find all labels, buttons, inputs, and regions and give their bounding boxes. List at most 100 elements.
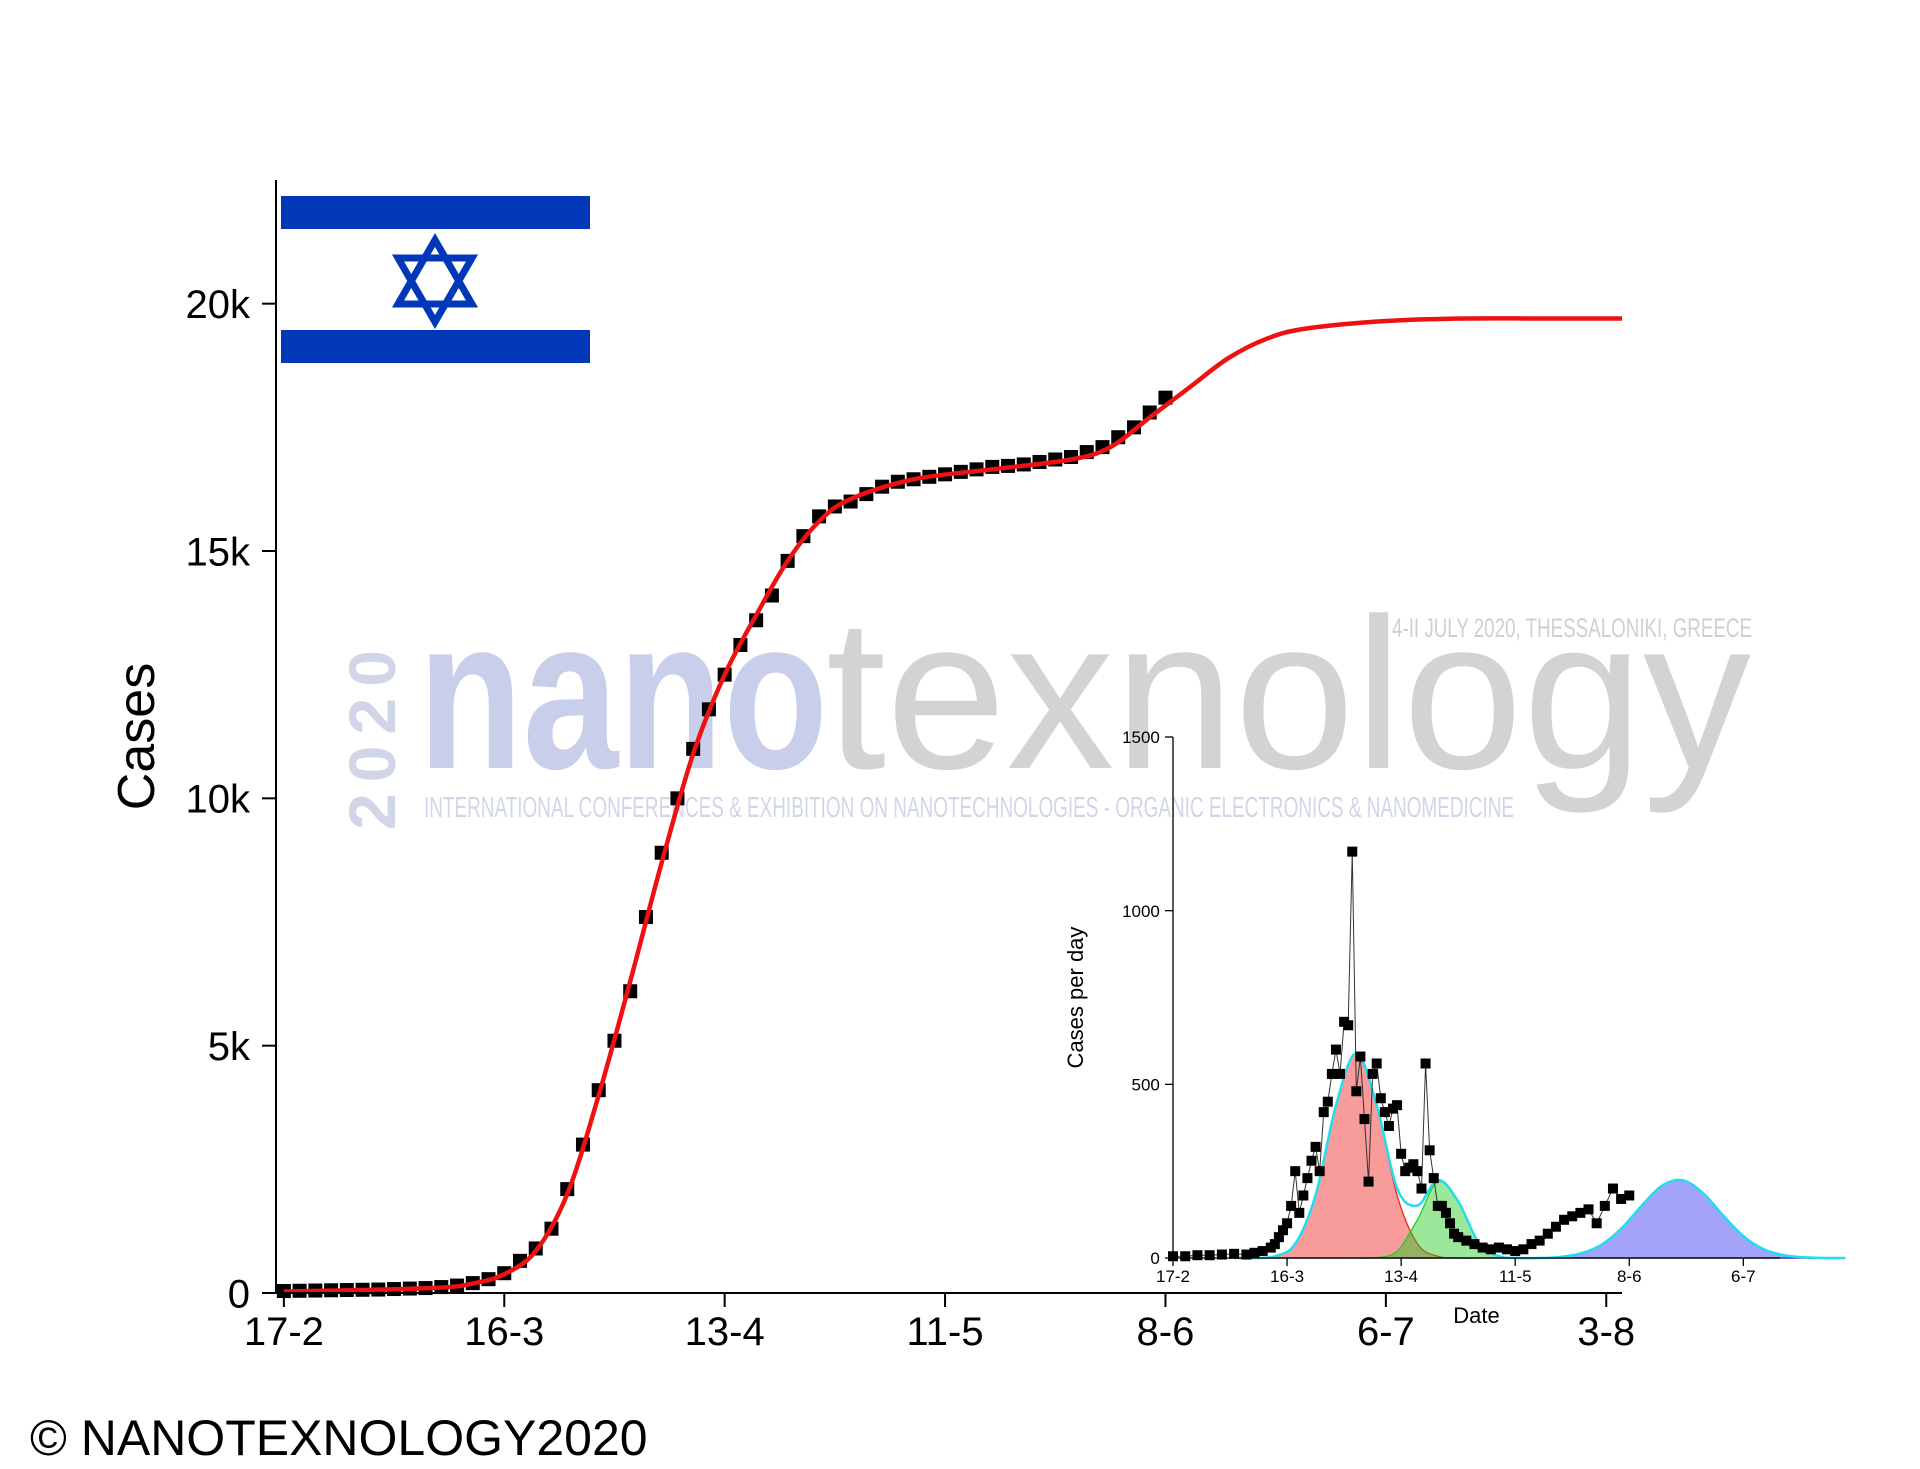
y-tick-label: 0 xyxy=(228,1272,250,1316)
data-point xyxy=(1367,1068,1378,1079)
copyright: © NANOTEXNOLOGY2020 xyxy=(30,1410,648,1466)
data-point xyxy=(1534,1235,1545,1246)
flag-stripe xyxy=(281,330,590,363)
data-point xyxy=(1318,1107,1329,1118)
data-point xyxy=(1412,1166,1423,1177)
data-point xyxy=(1416,1183,1427,1194)
data-point xyxy=(1322,1096,1333,1107)
data-point xyxy=(1306,1155,1317,1166)
x-tick-label: 3-8 xyxy=(1577,1310,1635,1354)
data-point xyxy=(1424,1145,1435,1156)
data-point xyxy=(1559,1214,1570,1225)
data-point xyxy=(1392,1100,1403,1111)
data-point xyxy=(1326,1068,1337,1079)
data-point xyxy=(1510,1246,1521,1257)
data-point xyxy=(1347,846,1358,857)
flag-stripe xyxy=(281,196,590,229)
data-point xyxy=(1286,1200,1297,1211)
y-axis-label: Cases xyxy=(108,663,166,810)
y-tick-label: 5k xyxy=(208,1025,251,1069)
data-point xyxy=(1269,1239,1280,1250)
data-point xyxy=(1428,1173,1439,1184)
data-point xyxy=(1624,1190,1635,1201)
data-point xyxy=(1298,1190,1309,1201)
watermark-dates: 4-II JULY 2020, THESSALONIKI, GREECE xyxy=(1392,613,1752,643)
data-point xyxy=(1335,1068,1346,1079)
data-point xyxy=(1290,1166,1301,1177)
data-point xyxy=(1351,1086,1362,1097)
data-point xyxy=(1180,1251,1191,1262)
data-point xyxy=(1485,1244,1496,1255)
data-point xyxy=(1192,1250,1203,1261)
data-point xyxy=(1310,1141,1321,1152)
data-point xyxy=(1294,1207,1305,1218)
data-point xyxy=(1453,1232,1464,1243)
data-point xyxy=(1445,1218,1456,1229)
data-point xyxy=(1502,1244,1513,1255)
y-axis-label: Cases per day xyxy=(1063,927,1088,1069)
x-tick-label: 16-3 xyxy=(1270,1267,1304,1286)
x-tick-label: 8-6 xyxy=(1137,1310,1195,1354)
data-point xyxy=(1383,1121,1394,1132)
data-point xyxy=(1314,1166,1325,1177)
data-point xyxy=(1575,1207,1586,1218)
watermark-brand: nano xyxy=(418,573,828,814)
data-point xyxy=(1204,1250,1215,1261)
main-chart: 17-2 16-3 13-4 11-5 8-6 6-7 3-8 0 5k 10k 15k 20k Cas… xyxy=(108,180,1635,1354)
data-point xyxy=(1363,1176,1374,1187)
data-point xyxy=(1330,1044,1341,1055)
data-point xyxy=(1591,1218,1602,1229)
data-point xyxy=(1440,1207,1451,1218)
data-point xyxy=(1302,1173,1313,1184)
flag xyxy=(281,196,590,363)
data-point xyxy=(1567,1211,1578,1222)
data-point xyxy=(1375,1093,1386,1104)
y-tick-label: 1000 xyxy=(1122,902,1160,921)
data-point xyxy=(1599,1200,1610,1211)
watermark-subtitle: INTERNATIONAL CONFERENCES & EXHIBITION O… xyxy=(424,792,1514,824)
x-tick-label: 13-4 xyxy=(1384,1267,1418,1286)
flag-star xyxy=(391,254,479,329)
x-tick-label: 11-5 xyxy=(1499,1267,1532,1286)
data-point xyxy=(1469,1239,1480,1250)
data-point xyxy=(1526,1239,1537,1250)
watermark: 2020 nano texnology 4-II JULY 2020, THES… xyxy=(335,573,1752,830)
data-point xyxy=(1493,1242,1504,1253)
data-point xyxy=(1379,1107,1390,1118)
x-tick-label: 6-7 xyxy=(1731,1267,1756,1286)
x-tick-label: 17-2 xyxy=(1156,1267,1190,1286)
data-point xyxy=(1249,1247,1260,1258)
y-tick-label: 1500 xyxy=(1122,728,1160,747)
data-point xyxy=(1461,1235,1472,1246)
data-point xyxy=(1273,1232,1284,1243)
y-tick-label: 0 xyxy=(1150,1249,1159,1268)
y-tick-label: 20k xyxy=(186,283,251,327)
x-tick-label: 16-3 xyxy=(464,1310,544,1354)
y-tick-label: 500 xyxy=(1132,1075,1160,1094)
x-tick-label: 6-7 xyxy=(1357,1310,1415,1354)
data-point xyxy=(1216,1249,1227,1260)
y-tick-label: 15k xyxy=(186,530,251,574)
data-point xyxy=(1607,1183,1618,1194)
data-point xyxy=(1542,1228,1553,1239)
data-point xyxy=(1436,1200,1447,1211)
x-tick-label: 13-4 xyxy=(685,1310,765,1354)
data-point xyxy=(1229,1248,1240,1259)
data-point xyxy=(1616,1193,1627,1204)
data-point xyxy=(1257,1246,1268,1257)
data-point xyxy=(1408,1159,1419,1170)
fit-curve xyxy=(283,316,1622,1294)
x-tick-label: 17-2 xyxy=(244,1310,324,1354)
data-point xyxy=(1477,1242,1488,1253)
data-point xyxy=(1359,1114,1370,1125)
data-point xyxy=(1241,1249,1252,1260)
y-tick-label: 10k xyxy=(186,778,251,822)
x-tick-label: 11-5 xyxy=(907,1310,984,1354)
data-point xyxy=(1396,1148,1407,1159)
data-point xyxy=(1343,1020,1354,1031)
x-tick-label: 8-6 xyxy=(1617,1267,1642,1286)
watermark-brand: texnology xyxy=(826,573,1751,814)
x-axis-label: Date xyxy=(1453,1303,1499,1328)
data-point xyxy=(1583,1204,1594,1215)
